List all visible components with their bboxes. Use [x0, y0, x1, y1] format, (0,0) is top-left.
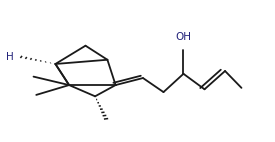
Text: OH: OH — [175, 32, 191, 42]
Text: H: H — [6, 52, 13, 62]
